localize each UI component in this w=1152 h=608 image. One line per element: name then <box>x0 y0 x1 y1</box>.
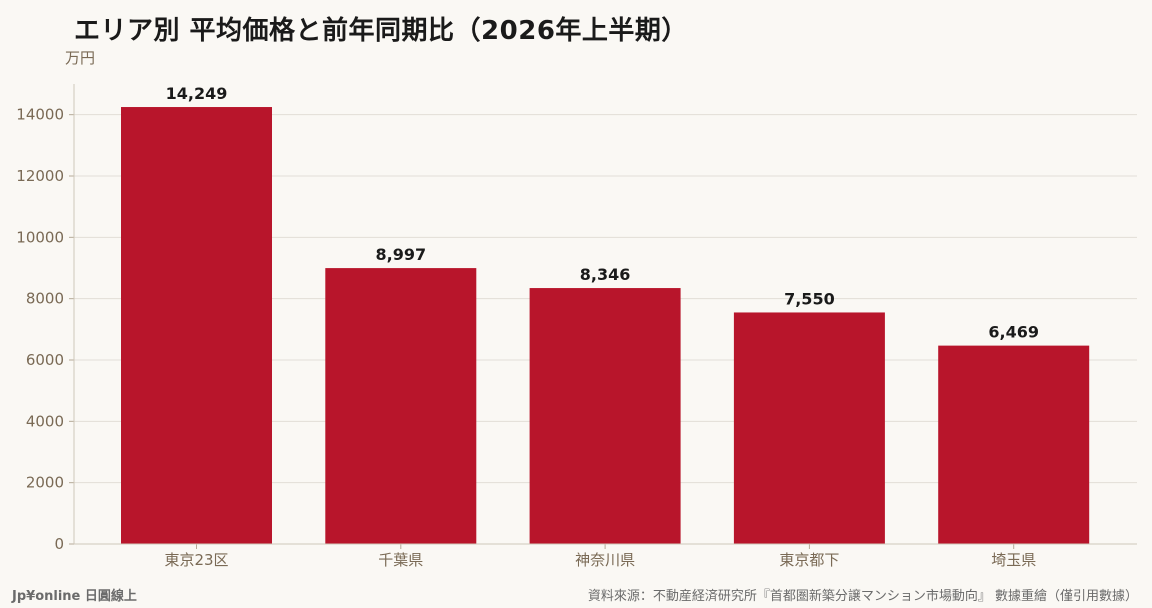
y-tick-label: 8000 <box>26 290 64 308</box>
x-tick-label: 千葉県 <box>378 551 423 569</box>
y-tick-label: 14000 <box>16 106 64 124</box>
chart-title: エリア別 平均価格と前年同期比（2026年上半期） <box>74 16 688 46</box>
y-unit-label: 万円 <box>65 49 95 67</box>
y-tick-label: 10000 <box>16 228 64 246</box>
x-tick-label: 神奈川県 <box>575 551 635 569</box>
bar-value-label: 14,249 <box>166 84 228 103</box>
y-tick-label: 0 <box>54 535 64 553</box>
y-tick-label: 2000 <box>26 474 64 492</box>
x-tick-label: 東京23区 <box>164 551 228 569</box>
source-note: 資料來源：不動産経済研究所『首都圏新築分譲マンション市場動向』 數據重繪（僅引用… <box>587 589 1138 604</box>
y-tick-label: 4000 <box>26 412 64 430</box>
y-tick-label: 6000 <box>26 351 64 369</box>
bar-value-label: 8,346 <box>580 265 631 284</box>
bar <box>325 268 477 544</box>
x-tick-label: 埼玉県 <box>991 551 1036 569</box>
y-tick-label: 12000 <box>16 167 64 185</box>
bar-value-label: 7,550 <box>784 289 835 308</box>
brand-label: Jp¥online 日圓線上 <box>12 589 137 604</box>
bar-value-label: 8,997 <box>375 245 426 264</box>
bar <box>529 288 681 544</box>
bar-value-label: 6,469 <box>988 323 1039 342</box>
bar <box>121 107 272 544</box>
bar <box>938 345 1090 544</box>
bar <box>733 312 885 544</box>
x-tick-label: 東京都下 <box>779 551 839 569</box>
